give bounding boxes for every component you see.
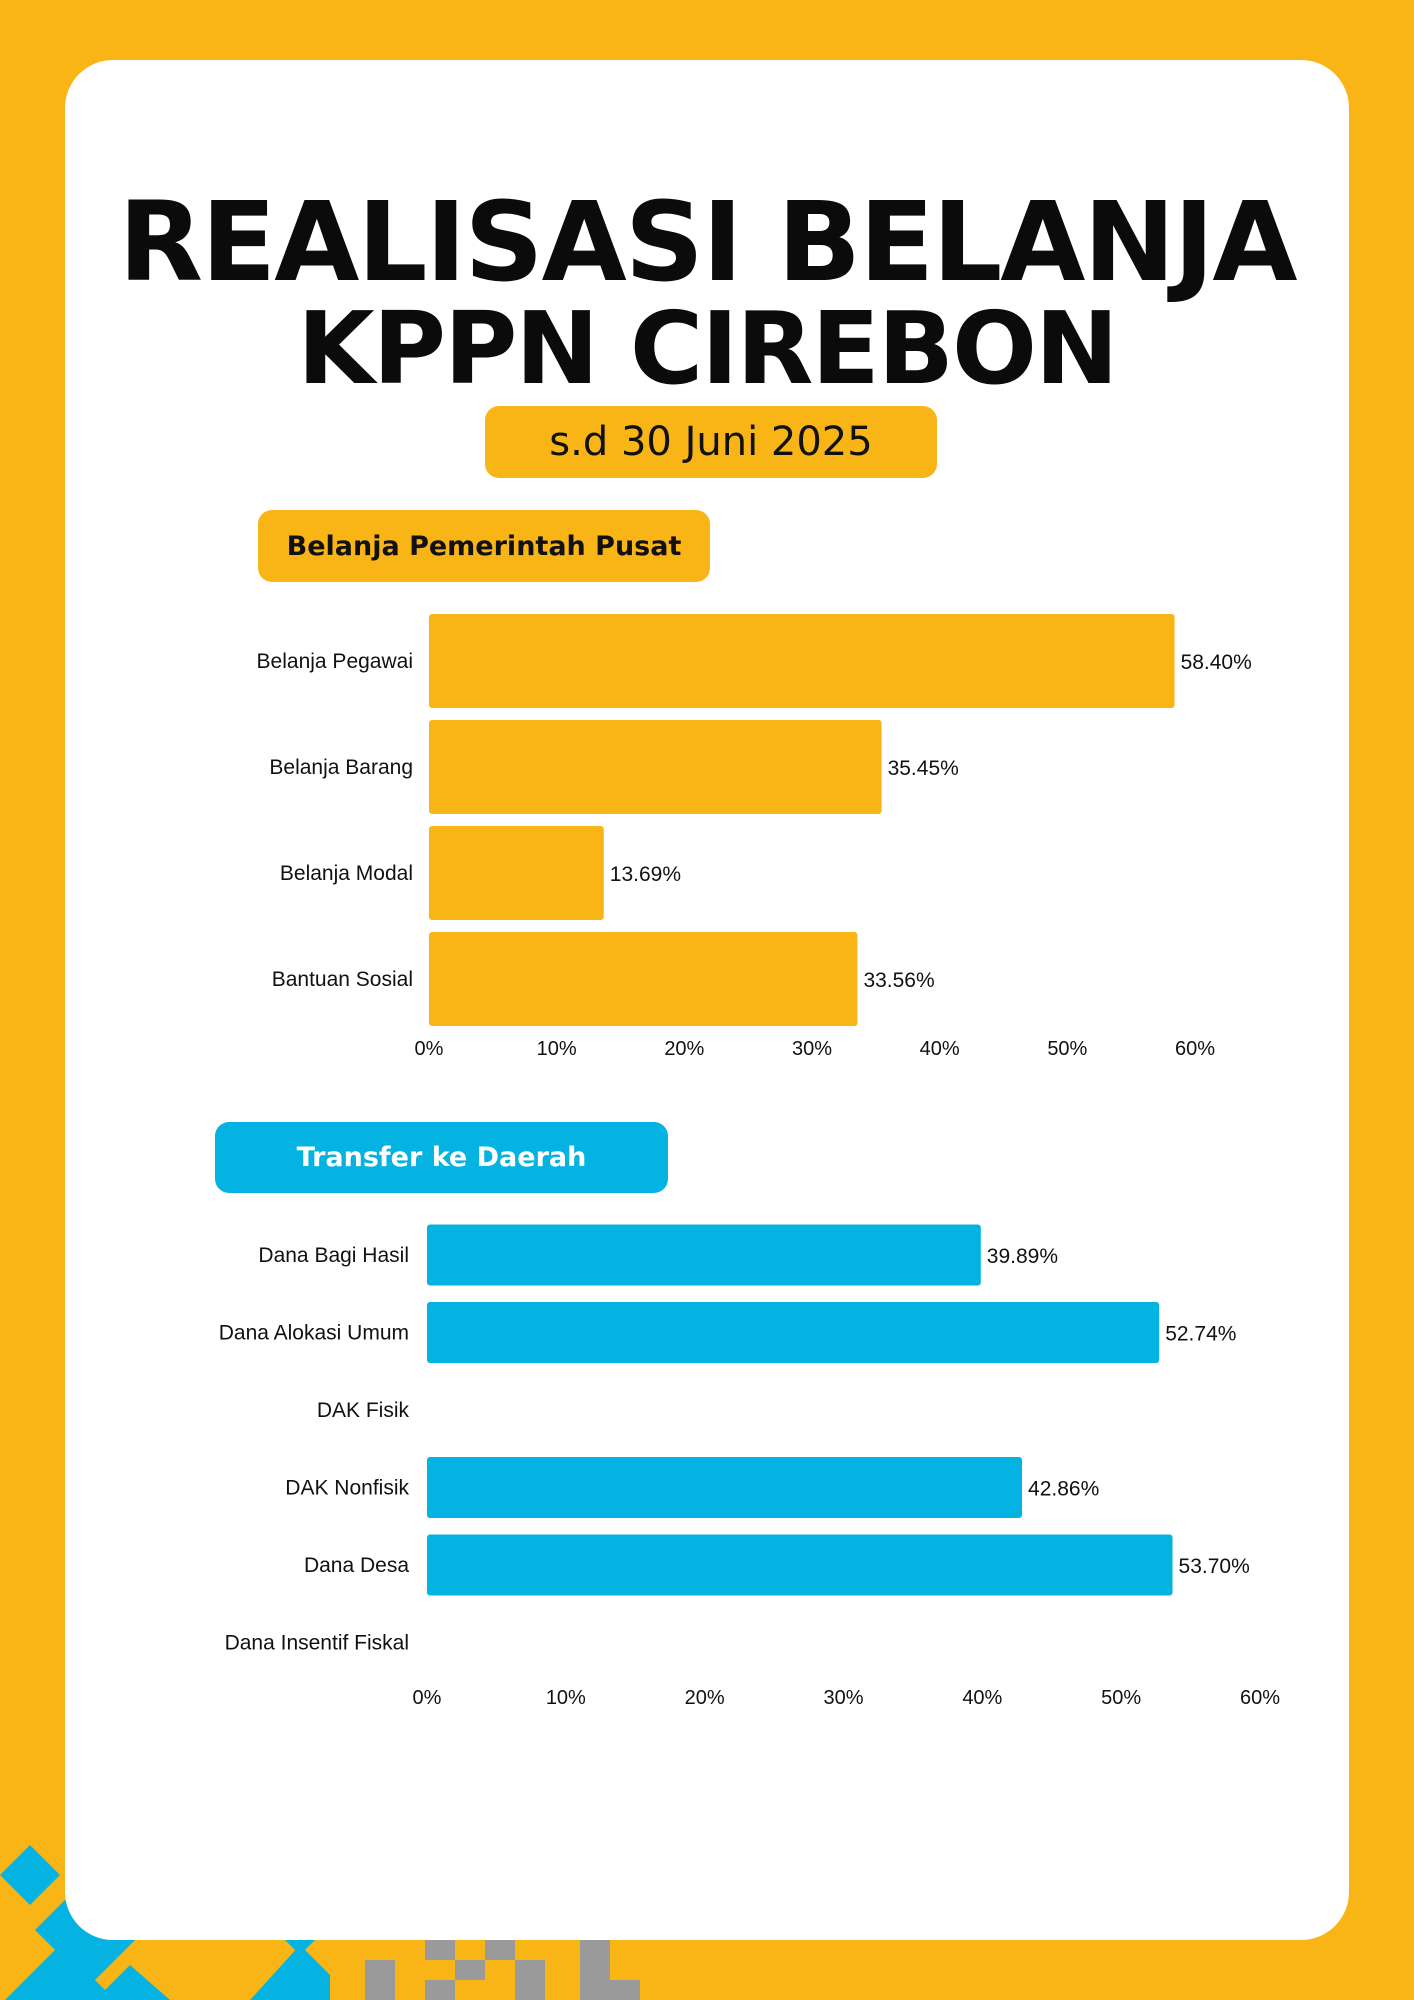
value-label: 35.45%: [888, 757, 959, 780]
date-badge: s.d 30 Juni 2025: [485, 406, 937, 478]
value-label: 33.56%: [863, 969, 934, 992]
value-label: 42.86%: [1028, 1478, 1099, 1501]
category-label: DAK Nonfisik: [285, 1477, 409, 1500]
bar: [429, 932, 858, 1026]
axis-tick-label: 10%: [546, 1687, 586, 1709]
chart-belanja-pusat: Belanja Pegawai 58.40% Belanja Barang 35.45…: [257, 614, 1252, 1060]
axis-tick-label: 60%: [1175, 1038, 1215, 1060]
section-title-tkd: Transfer ke Daerah: [215, 1122, 668, 1193]
bar: [427, 1302, 1160, 1363]
bar: [429, 720, 882, 814]
value-label: 53.70%: [1179, 1555, 1250, 1578]
bar: [427, 1224, 981, 1286]
category-label: Dana Desa: [304, 1554, 409, 1577]
axis-tick-label: 60%: [1240, 1687, 1280, 1709]
section-title-pusat: Belanja Pemerintah Pusat: [258, 510, 710, 582]
category-label: Dana Bagi Hasil: [258, 1244, 409, 1267]
axis-tick-label: 0%: [413, 1687, 442, 1709]
axis-tick-label: 50%: [1101, 1687, 1141, 1709]
category-label: Dana Insentif Fiskal: [225, 1632, 409, 1655]
category-label: DAK Fisik: [317, 1399, 410, 1422]
bar: [429, 826, 604, 920]
category-label: Belanja Pegawai: [257, 650, 413, 673]
category-label: Bantuan Sosial: [272, 968, 413, 991]
page-title-line2: KPPN CIREBON: [297, 290, 1118, 407]
axis-tick-label: 20%: [664, 1038, 704, 1060]
axis-tick-label: 30%: [792, 1038, 832, 1060]
value-label: 39.89%: [987, 1245, 1058, 1268]
category-label: Dana Alokasi Umum: [219, 1322, 409, 1345]
axis-tick-label: 50%: [1047, 1038, 1087, 1060]
axis-tick-label: 30%: [823, 1687, 863, 1709]
category-label: Belanja Modal: [280, 862, 413, 885]
page-title-line1: REALISASI BELANJA: [118, 178, 1297, 306]
axis-tick-label: 40%: [920, 1038, 960, 1060]
axis-tick-label: 20%: [685, 1687, 725, 1709]
category-label: Belanja Barang: [269, 756, 413, 779]
axis-tick-label: 0%: [415, 1038, 444, 1060]
pixel-pattern-bottom-gray: [365, 1940, 640, 2000]
axis-tick-label: 10%: [537, 1038, 577, 1060]
value-label: 58.40%: [1181, 651, 1252, 674]
axis-tick-label: 40%: [962, 1687, 1002, 1709]
value-label: 13.69%: [610, 863, 681, 886]
bar: [427, 1457, 1023, 1518]
bar: [427, 1534, 1173, 1596]
chart-transfer-daerah: Dana Bagi Hasil 39.89% Dana Alokasi Umum 52…: [219, 1224, 1280, 1709]
value-label: 52.74%: [1165, 1323, 1236, 1346]
bar: [429, 614, 1175, 708]
